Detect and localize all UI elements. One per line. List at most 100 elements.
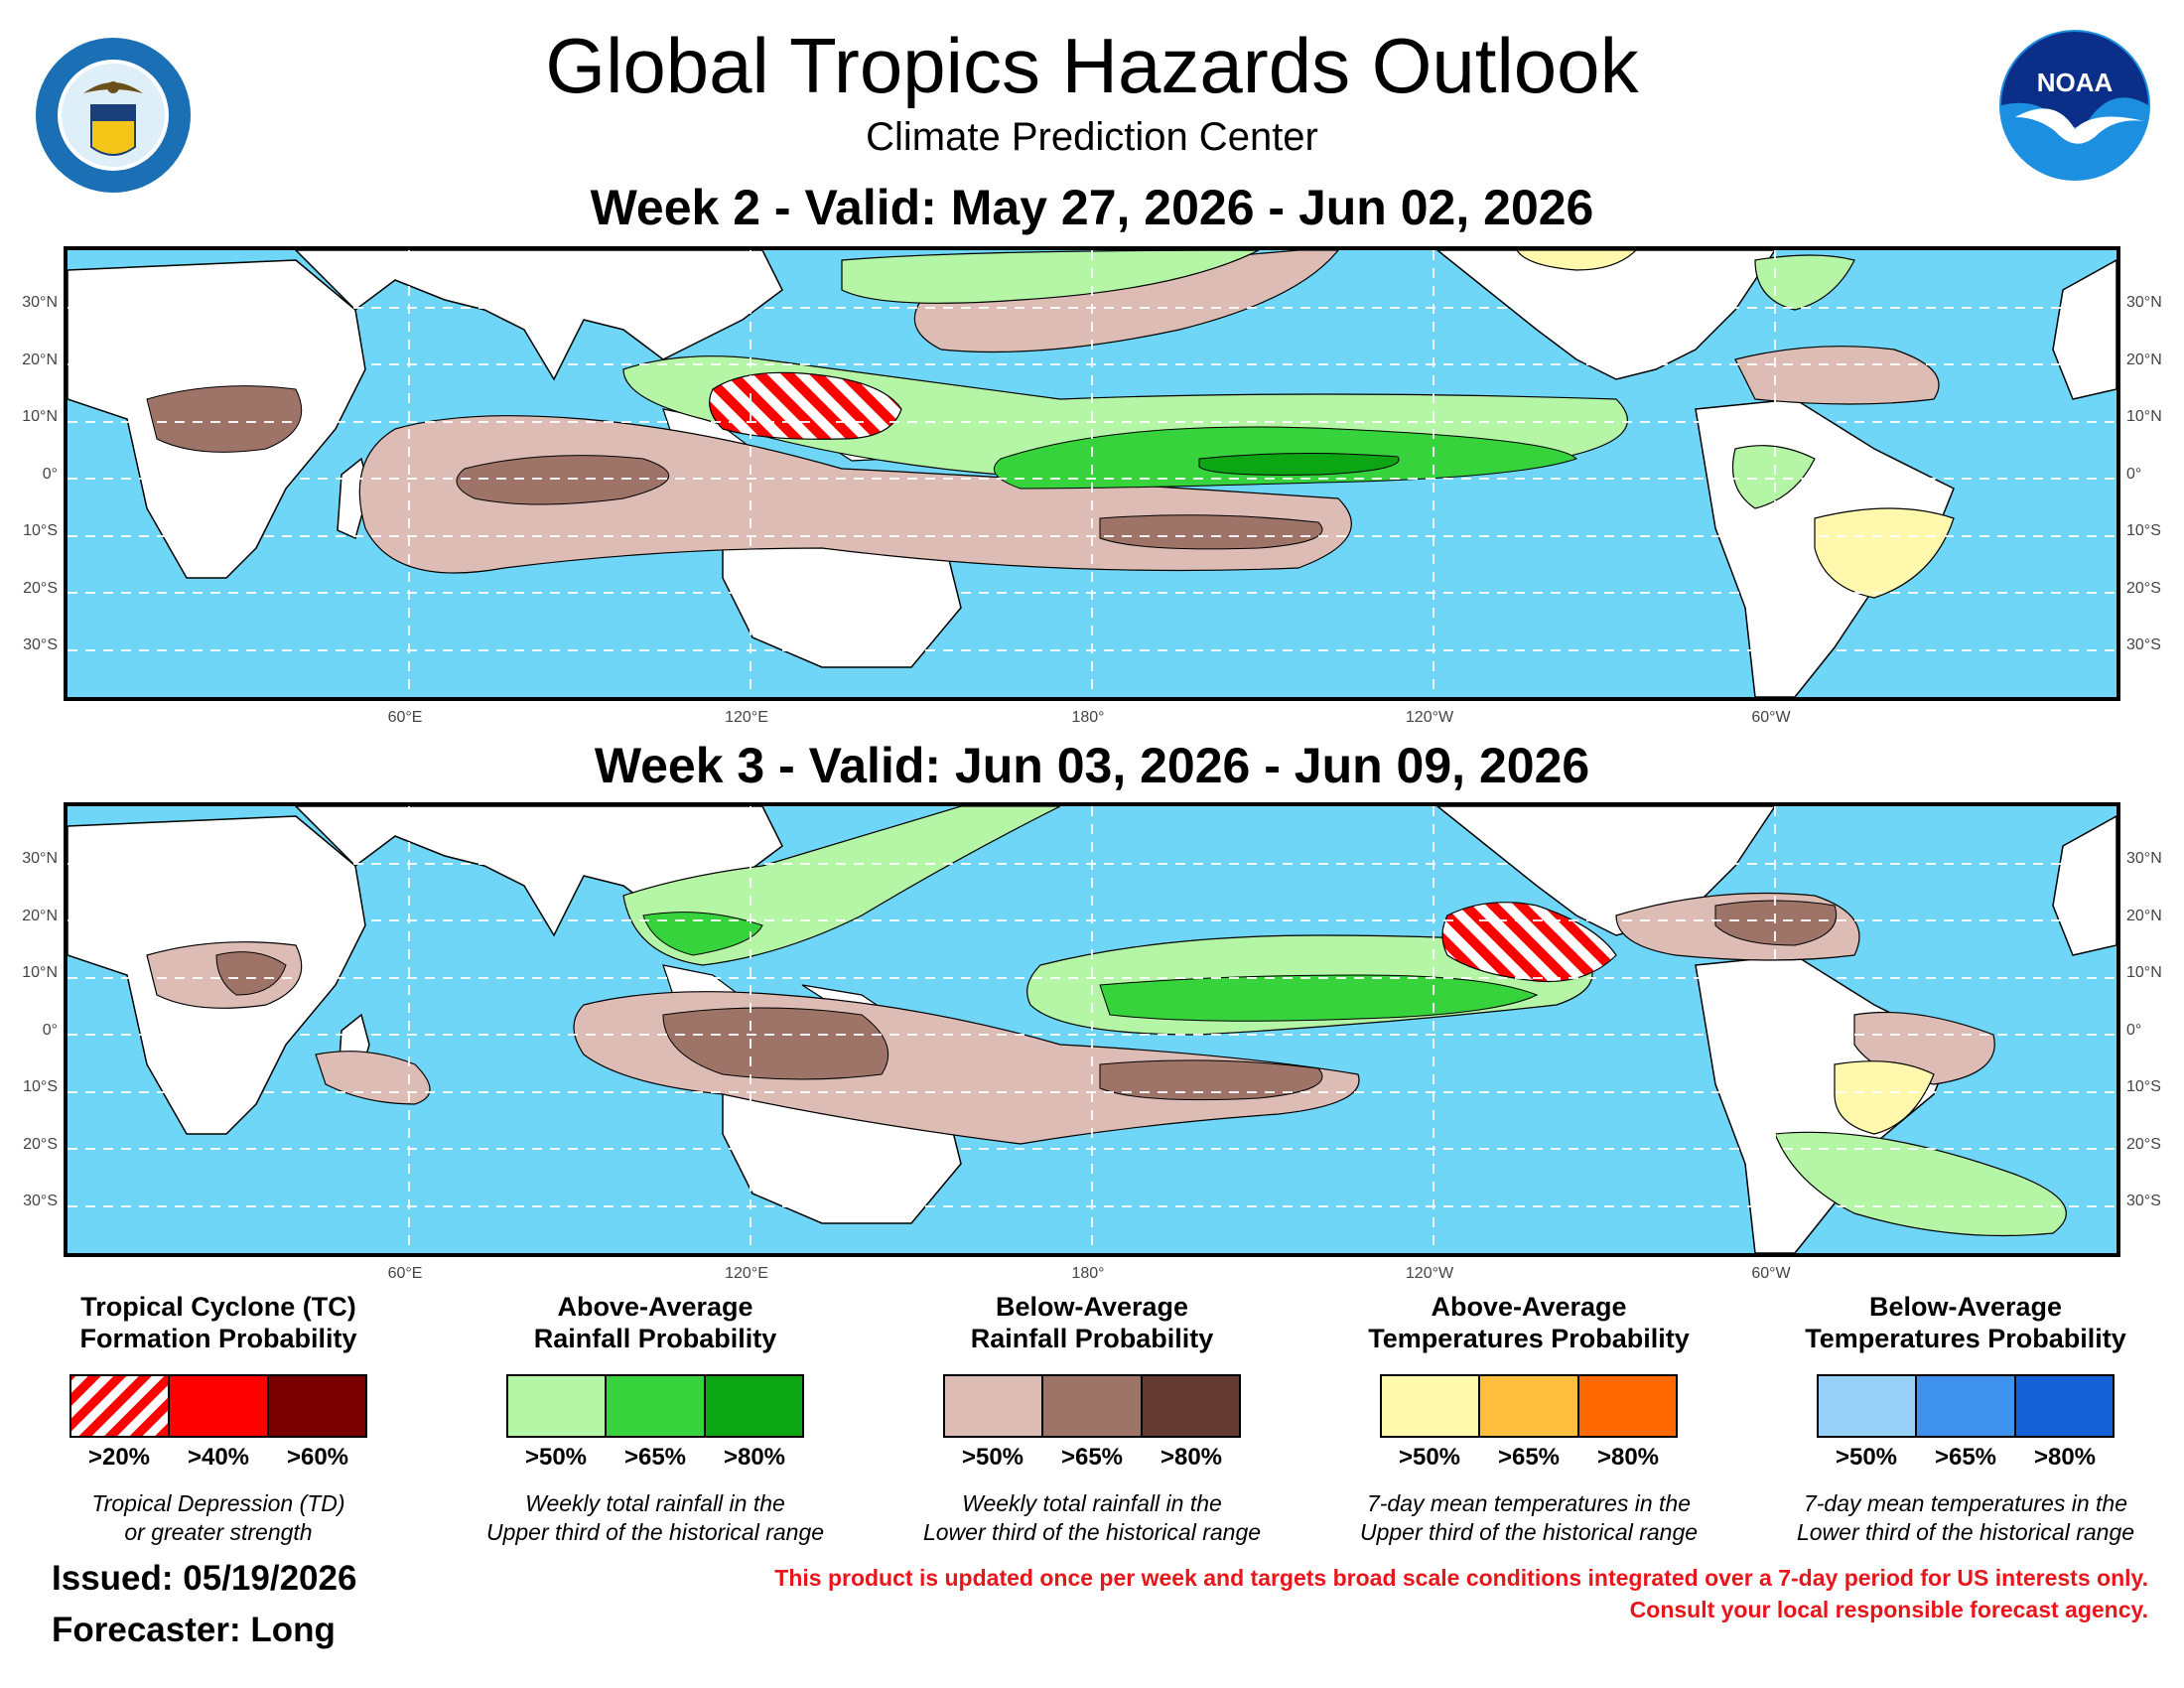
legend-above-temp-swatches — [1380, 1374, 1678, 1438]
legend-tc-pct-1: >20% — [87, 1444, 151, 1471]
week3-lat-label-eq-right: 0° — [2126, 1022, 2142, 1039]
week2-above-rain-north-pacific — [841, 250, 1260, 304]
legend-tc-swatch-20 — [71, 1376, 171, 1436]
week2-below-rain-65-pacific — [1099, 514, 1323, 550]
week2-lat-label-20s-right: 20°S — [2126, 580, 2161, 597]
legend-tc-pct-3: >60% — [286, 1444, 349, 1471]
week2-lat-label-20s-left: 20°S — [23, 580, 58, 597]
legend-below-rain-swatches — [943, 1374, 1241, 1438]
week3-above-rain-south-atlantic — [1774, 1131, 2067, 1237]
legend-below-rain-note-line1: Weekly total rainfall in the — [962, 1490, 1222, 1516]
week2-above-rain-south-america — [1731, 445, 1816, 509]
week3-map — [64, 802, 2120, 1257]
legend-above-temp-swatch-80 — [1578, 1376, 1676, 1436]
week3-lat-label-20s-left: 20°S — [23, 1136, 58, 1153]
legend-above-rain-pct-2: >65% — [623, 1444, 687, 1471]
legend-below-rain-pct-3: >80% — [1160, 1444, 1223, 1471]
legend-below-rain-pct-1: >50% — [961, 1444, 1024, 1471]
legend-above-rain-pct-1: >50% — [524, 1444, 588, 1471]
week2-lat-label-30n-left: 30°N — [22, 294, 58, 311]
legend-tc-swatches — [69, 1374, 367, 1438]
week3-lat-label-30s-left: 30°S — [23, 1193, 58, 1209]
week3-above-temp-brazil — [1834, 1060, 1935, 1135]
legend-below-rain-note-line2: Lower third of the historical range — [922, 1519, 1262, 1545]
legend-above-rain-note-line1: Weekly total rainfall in the — [525, 1490, 785, 1516]
legend-below-temp: Below-Average Temperatures Probability >… — [1767, 1291, 2164, 1547]
week3-lat-label-30n-right: 30°N — [2126, 850, 2162, 867]
week2-map — [64, 246, 2120, 701]
legend-below-rain-title-line1: Below-Average — [995, 1292, 1189, 1322]
week3-lat-label-10n-left: 10°N — [22, 964, 58, 981]
legend-tc-title-line1: Tropical Cyclone (TC) — [80, 1292, 356, 1322]
legend-tc-note-line2: or greater strength — [124, 1519, 313, 1545]
week3-lat-label-10s-left: 10°S — [23, 1078, 58, 1095]
disclaimer-line2: Consult your local responsible forecast … — [1629, 1597, 2148, 1622]
legend-below-rain-swatch-50 — [945, 1376, 1044, 1436]
week3-lat-label-20n-right: 20°N — [2126, 908, 2162, 924]
week3-lon-label-60e: 60°E — [387, 1265, 423, 1282]
legend-tc-swatch-60 — [268, 1376, 365, 1436]
week2-lon-label-60e: 60°E — [387, 709, 423, 726]
week2-grid — [68, 250, 2116, 697]
week3-below-rain-65-maritime — [662, 1007, 889, 1080]
legend-tc-title-line2: Formation Probability — [79, 1324, 357, 1353]
week2-lat-label-eq-left: 0° — [42, 466, 58, 483]
legend-below-rain-pct-2: >65% — [1060, 1444, 1124, 1471]
noaa-logo: NOAA — [1995, 26, 2154, 185]
legend-above-temp-pct-3: >80% — [1596, 1444, 1660, 1471]
legend-above-temp-title-line2: Temperatures Probability — [1368, 1324, 1690, 1353]
legend-below-temp-pct-3: >80% — [2033, 1444, 2097, 1471]
legend-below-temp-note-line2: Lower third of the historical range — [1796, 1519, 2135, 1545]
week3-lat-label-eq-left: 0° — [42, 1022, 58, 1039]
week2-map-title: Week 2 - Valid: May 27, 2026 - Jun 02, 2… — [590, 180, 1594, 235]
week2-above-rain-80 — [1198, 452, 1400, 476]
week2-lat-label-30n-right: 30°N — [2126, 294, 2162, 311]
legend-above-rain-title-line2: Rainfall Probability — [533, 1324, 777, 1353]
legend-below-temp-pct-1: >50% — [1835, 1444, 1898, 1471]
legend-above-temp-swatch-65 — [1480, 1376, 1579, 1436]
page-title: Global Tropics Hazards Outlook — [545, 22, 1639, 109]
legend-above-temp: Above-Average Temperatures Probability >… — [1330, 1291, 1727, 1547]
week3-lat-label-20s-right: 20°S — [2126, 1136, 2161, 1153]
land-north-america — [1435, 250, 1776, 380]
legend-above-temp-title-line1: Above-Average — [1431, 1292, 1627, 1322]
week2-lon-label-120w: 120°W — [1405, 709, 1454, 726]
legend-below-temp-title-line2: Temperatures Probability — [1805, 1324, 2126, 1353]
legend-below-temp-title-line1: Below-Average — [1868, 1292, 2063, 1322]
week3-lon-label-120e: 120°E — [725, 1265, 768, 1282]
week3-below-rain-65-pacific — [1099, 1059, 1323, 1101]
week2-lat-label-30s-left: 30°S — [23, 636, 58, 653]
noaa-logo-text: NOAA — [2037, 68, 2114, 97]
legend-above-rain-swatch-80 — [705, 1376, 802, 1436]
week2-lat-label-20n-right: 20°N — [2126, 352, 2162, 368]
week3-tc-formation-area — [1441, 902, 1617, 983]
week3-below-rain-indian — [315, 1051, 431, 1105]
week3-lon-label-180: 180° — [1071, 1265, 1105, 1282]
week3-lon-label-120w: 120°W — [1405, 1265, 1454, 1282]
legend-tc-formation: Tropical Cyclone (TC) Formation Probabil… — [20, 1291, 417, 1547]
legend-above-rain-swatch-65 — [607, 1376, 706, 1436]
week3-lat-label-20n-left: 20°N — [22, 908, 58, 924]
legend-below-temp-swatch-80 — [2015, 1376, 2113, 1436]
week3-lon-label-60w: 60°W — [1751, 1265, 1791, 1282]
week2-lat-label-10s-left: 10°S — [23, 522, 58, 539]
legend-above-rain-note-line2: Upper third of the historical range — [485, 1519, 825, 1545]
week2-lon-label-120e: 120°E — [725, 709, 768, 726]
land-asia — [294, 250, 783, 381]
week3-below-rain-65-africa — [215, 951, 287, 996]
week2-lat-label-20n-left: 20°N — [22, 352, 58, 368]
legend-below-temp-swatch-65 — [1917, 1376, 2016, 1436]
legend-tc-swatch-40 — [170, 1376, 269, 1436]
week3-above-rain-65 — [1099, 974, 1539, 1022]
week2-lat-label-10s-right: 10°S — [2126, 522, 2161, 539]
legend-below-rain-swatch-80 — [1142, 1376, 1239, 1436]
week2-lon-label-180: 180° — [1071, 709, 1105, 726]
week3-lat-label-10n-right: 10°N — [2126, 964, 2162, 981]
page-subtitle: Climate Prediction Center — [866, 115, 1318, 159]
week2-lat-label-10n-right: 10°N — [2126, 408, 2162, 425]
legend-below-rain: Below-Average Rainfall Probability >50% … — [893, 1291, 1291, 1547]
legend-above-temp-note-line1: 7-day mean temperatures in the — [1366, 1490, 1691, 1516]
legend-above-temp-pct-1: >50% — [1398, 1444, 1461, 1471]
week2-above-temp-brazil — [1814, 507, 1955, 599]
week2-above-temp-north-america — [1516, 250, 1637, 271]
